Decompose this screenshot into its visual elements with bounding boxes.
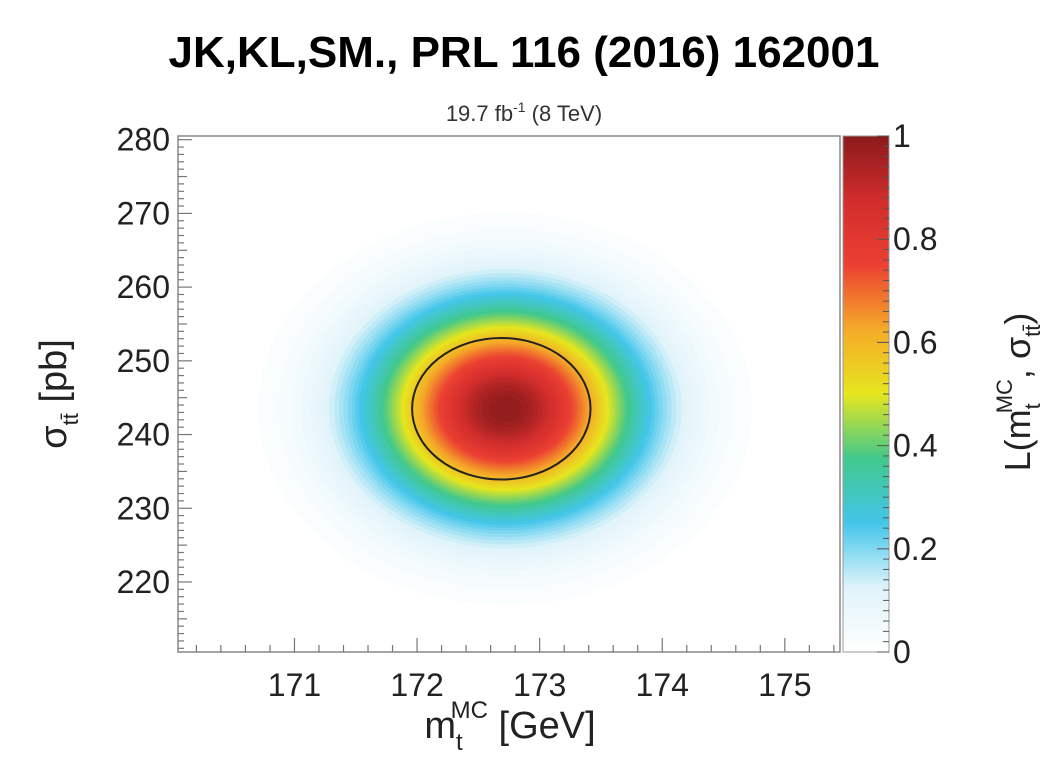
y-tick-label: 280 xyxy=(117,122,170,158)
x-tick-label: 171 xyxy=(268,667,321,703)
x-tick-label: 175 xyxy=(758,667,811,703)
colorbar-axis: 0 0.2 0.4 0.6 0.8 1 xyxy=(877,118,937,670)
heatmap-band xyxy=(504,408,506,410)
y-tick-label: 260 xyxy=(117,269,170,305)
colorbar-tick-label: 0.2 xyxy=(893,531,937,567)
y-tick-label: 220 xyxy=(117,564,170,600)
contour-layer xyxy=(411,336,592,481)
y-tick-label: 250 xyxy=(117,343,170,379)
colorbar-tick-label: 0 xyxy=(893,634,911,670)
x-axis: 171 172 173 174 175 xyxy=(195,638,835,703)
colorbar-tick-label: 0.8 xyxy=(893,221,937,257)
y-tick-label: 230 xyxy=(117,490,170,526)
chart-subtitle: 19.7 fb-1 (8 TeV) xyxy=(446,99,602,126)
svg-text:σtt̄ [pb]: σtt̄ [pb] xyxy=(33,339,83,449)
x-tick-label: 172 xyxy=(390,667,443,703)
x-tick-label: 174 xyxy=(636,667,689,703)
chart-title: JK,KL,SM., PRL 116 (2016) 162001 xyxy=(168,28,880,77)
colorbar-tick-label: 0.6 xyxy=(893,324,937,360)
y-tick-label: 240 xyxy=(117,417,170,453)
y-tick-label: 270 xyxy=(117,195,170,231)
colorbar-tick-label: 1 xyxy=(893,118,911,154)
heatmap-layer xyxy=(178,136,840,652)
x-tick-label: 173 xyxy=(513,667,566,703)
y-axis-label: σtt̄ [pb] xyxy=(33,339,83,449)
colorbar-tick-label: 0.4 xyxy=(893,428,937,464)
x-axis-label: mtMC [GeV] xyxy=(424,697,595,756)
svg-text:L(mtMC, σtt̄): L(mtMC, σtt̄) xyxy=(992,313,1045,472)
y-axis: 220 230 240 250 260 270 280 xyxy=(117,122,192,649)
plot-frame xyxy=(177,135,841,653)
colorbar xyxy=(843,136,889,652)
likelihood-contour xyxy=(411,336,592,481)
colorbar-label: L(mtMC, σtt̄) xyxy=(992,313,1045,472)
